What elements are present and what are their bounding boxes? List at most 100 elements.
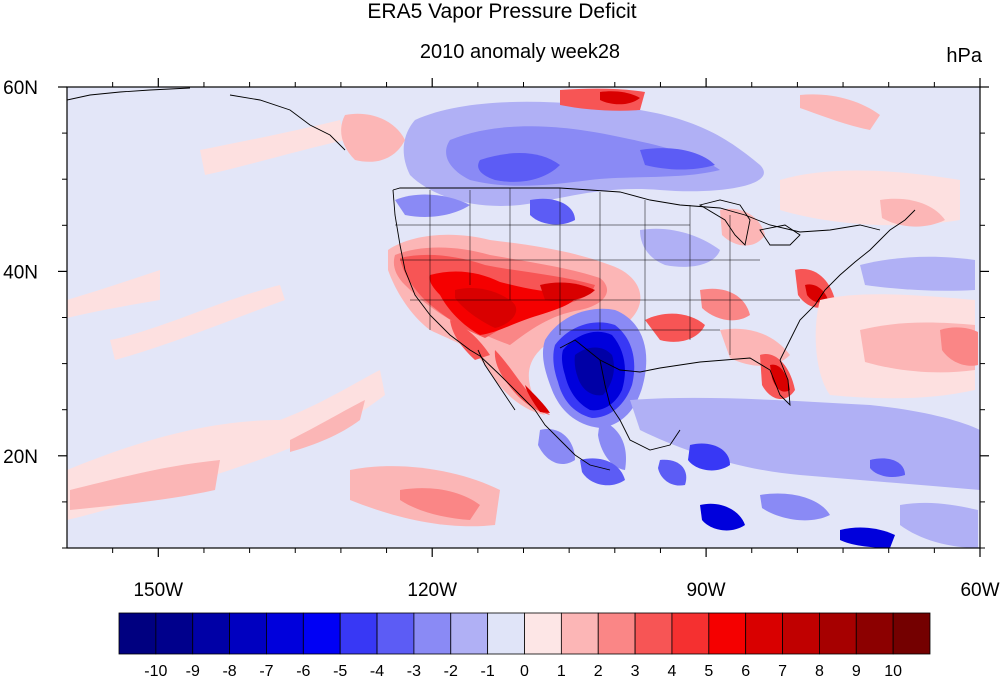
colorbar-label: -10 xyxy=(144,663,167,680)
colorbar-swatch xyxy=(413,612,452,655)
colorbar-label: -4 xyxy=(370,663,384,680)
mexico-west-coast xyxy=(479,355,611,471)
colorbar: -10 -9 -8 -7 -6 -5 -4 -3 -2 -1 0 1 2 3 4 5 6 7 8 9 10 xyxy=(118,612,931,680)
colorbar-swatch xyxy=(560,612,599,655)
anomaly-region xyxy=(450,320,490,360)
colorbar-label: -2 xyxy=(444,663,458,680)
anomaly-region xyxy=(540,282,595,302)
colorbar-label: 2 xyxy=(594,663,603,680)
anomaly-region xyxy=(110,285,285,360)
alaska-coast xyxy=(67,87,346,151)
colorbar-swatch xyxy=(524,612,562,655)
anomaly-region xyxy=(640,228,720,267)
anomaly-region xyxy=(538,429,575,465)
colorbar-label: 8 xyxy=(815,663,824,680)
anomaly-region xyxy=(400,488,480,520)
colorbar-label: -5 xyxy=(333,663,347,680)
colorbar-label: 9 xyxy=(852,663,861,680)
anomaly-region xyxy=(900,502,978,548)
anomaly-region xyxy=(290,400,365,452)
x-tick-label: 90W xyxy=(687,580,726,601)
colorbar-label: 1 xyxy=(557,663,566,680)
colorbar-label: -9 xyxy=(186,663,200,680)
anomaly-region xyxy=(455,288,517,328)
colorbar-swatch xyxy=(782,612,820,655)
anomaly-region xyxy=(700,288,750,321)
anomaly-region xyxy=(770,364,790,392)
colorbar-swatch xyxy=(339,612,378,655)
units-label: hPa xyxy=(946,45,982,67)
colorbar-swatch xyxy=(597,612,636,655)
anomaly-region xyxy=(600,91,640,105)
anomaly-region xyxy=(700,503,745,531)
anomaly-region xyxy=(640,148,715,170)
anomaly-region xyxy=(200,120,345,175)
x-tick-label: 150W xyxy=(133,580,183,601)
colorbar-label: -7 xyxy=(259,663,273,680)
colorbar-label: -8 xyxy=(222,663,236,680)
y-tick-label: 60N xyxy=(3,78,38,99)
colorbar-swatch xyxy=(302,612,341,655)
colorbar-swatch xyxy=(487,612,525,655)
y-tick-label: 20N xyxy=(3,447,38,468)
colorbar-swatch xyxy=(192,612,230,655)
anomaly-region xyxy=(840,527,895,548)
state-borders xyxy=(395,188,800,355)
colorbar-swatch xyxy=(450,612,489,655)
minor-ticks xyxy=(62,82,985,553)
colorbar-label: 7 xyxy=(778,663,787,680)
y-tick-label: 40N xyxy=(3,262,38,283)
baja-peninsula xyxy=(477,349,516,411)
colorbar-label: -3 xyxy=(407,663,421,680)
anomaly-region xyxy=(525,385,550,413)
colorbar-swatch xyxy=(118,612,157,655)
chart-subtitle: 2010 anomaly week28 xyxy=(419,41,621,63)
anomaly-region xyxy=(574,347,614,396)
mexico-gulf-coast xyxy=(599,359,681,451)
anomaly-region xyxy=(598,420,626,470)
anomaly-region xyxy=(341,113,405,162)
chart-title: ERA5 Vapor Pressure Deficit xyxy=(367,0,637,23)
y-axis: 60N 40N 20N xyxy=(3,78,989,468)
map-frame: 150W 120W 90W 60W 60N 40N 20N xyxy=(3,78,1000,601)
colorbar-swatch xyxy=(671,612,710,655)
anomaly-region xyxy=(530,198,575,225)
anomaly-region xyxy=(70,460,220,510)
east-coast xyxy=(779,209,916,361)
anomaly-region xyxy=(67,270,160,318)
colorbar-swatch xyxy=(376,612,415,655)
colorbar-label: 4 xyxy=(668,663,677,680)
anomaly-field xyxy=(67,88,980,548)
colorbar-label: 10 xyxy=(884,663,902,680)
anomaly-region xyxy=(720,208,765,246)
colorbar-label: 0 xyxy=(520,663,529,680)
colorbar-label: 6 xyxy=(741,663,750,680)
x-tick-label: 120W xyxy=(407,580,457,601)
colorbar-swatch xyxy=(745,612,783,655)
anomaly-region xyxy=(870,458,905,478)
anomaly-region xyxy=(805,284,828,303)
anomaly-region xyxy=(860,256,975,291)
colorbar-swatch xyxy=(708,612,747,655)
anomaly-region xyxy=(800,94,880,130)
colorbar-swatch xyxy=(855,612,894,655)
colorbar-label: -1 xyxy=(481,663,495,680)
great-lakes xyxy=(698,199,801,246)
anomaly-region xyxy=(940,327,978,366)
colorbar-swatch xyxy=(634,612,673,655)
colorbar-swatch xyxy=(892,612,931,655)
state-line xyxy=(395,224,800,331)
colorbar-swatch xyxy=(819,612,857,655)
anomaly-region xyxy=(494,350,550,415)
anomaly-region xyxy=(395,194,470,217)
gulf-coast xyxy=(559,339,791,407)
anomaly-region xyxy=(760,493,830,521)
anomaly-region xyxy=(658,459,687,486)
x-tick-label: 60W xyxy=(960,580,999,601)
colorbar-swatch xyxy=(229,612,267,655)
colorbar-label: 5 xyxy=(704,663,713,680)
anomaly-region xyxy=(688,443,730,471)
colorbar-label: 3 xyxy=(631,663,640,680)
colorbar-label: -6 xyxy=(296,663,310,680)
